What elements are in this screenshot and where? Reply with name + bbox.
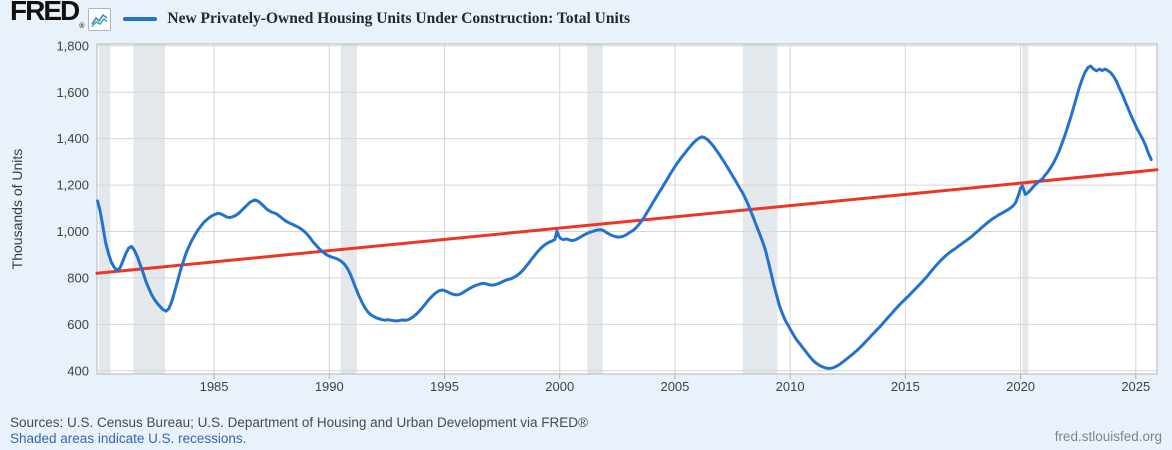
- legend-line-swatch: [123, 17, 158, 21]
- chart-thumbnail-icon[interactable]: [88, 7, 112, 31]
- series-title: New Privately-Owned Housing Units Under …: [167, 10, 630, 27]
- y-tick-label: 1,800: [56, 38, 89, 53]
- x-tick-label: 2010: [776, 379, 805, 394]
- y-axis-title: Thousands of Units: [9, 149, 25, 270]
- y-tick-label: 600: [67, 317, 89, 332]
- x-tick-label: 2005: [660, 379, 689, 394]
- recession-band: [98, 44, 111, 374]
- recession-band: [340, 44, 357, 374]
- y-tick-label: 800: [67, 270, 89, 285]
- x-tick-label: 2025: [1121, 379, 1150, 394]
- registered-mark: ®: [79, 23, 84, 30]
- recession-band: [587, 44, 603, 374]
- recession-note-link[interactable]: Shaded areas indicate U.S. recessions.: [10, 431, 247, 446]
- recession-band: [1022, 44, 1029, 374]
- fred-watermark[interactable]: fred.stlouisfed.org: [1054, 429, 1162, 444]
- y-tick-label: 1,000: [56, 224, 89, 239]
- x-tick-label: 2000: [545, 379, 574, 394]
- trend-line: [95, 168, 1159, 275]
- y-tick-label: 1,200: [56, 178, 89, 193]
- y-tick-label: 1,600: [56, 85, 89, 100]
- chart-header: FRED® New Privately-Owned Housing Units …: [10, 0, 630, 34]
- housing-series-line[interactable]: [96, 64, 1153, 370]
- line-chart-icon: [91, 13, 108, 27]
- x-tick-label: 1995: [430, 379, 459, 394]
- sources-note: Sources: U.S. Census Bureau; U.S. Depart…: [10, 415, 588, 430]
- y-tick-label: 1,400: [56, 131, 89, 146]
- recession-band: [133, 44, 165, 374]
- plot-area[interactable]: [97, 44, 1157, 374]
- x-tick-label: 2020: [1006, 379, 1035, 394]
- x-tick-label: 1990: [315, 379, 344, 394]
- y-tick-label: 400: [67, 363, 89, 378]
- x-tick-label: 2015: [891, 379, 920, 394]
- plot-border: [96, 43, 1158, 375]
- x-tick-label: 1985: [200, 379, 229, 394]
- fred-logo[interactable]: FRED®: [10, 0, 85, 30]
